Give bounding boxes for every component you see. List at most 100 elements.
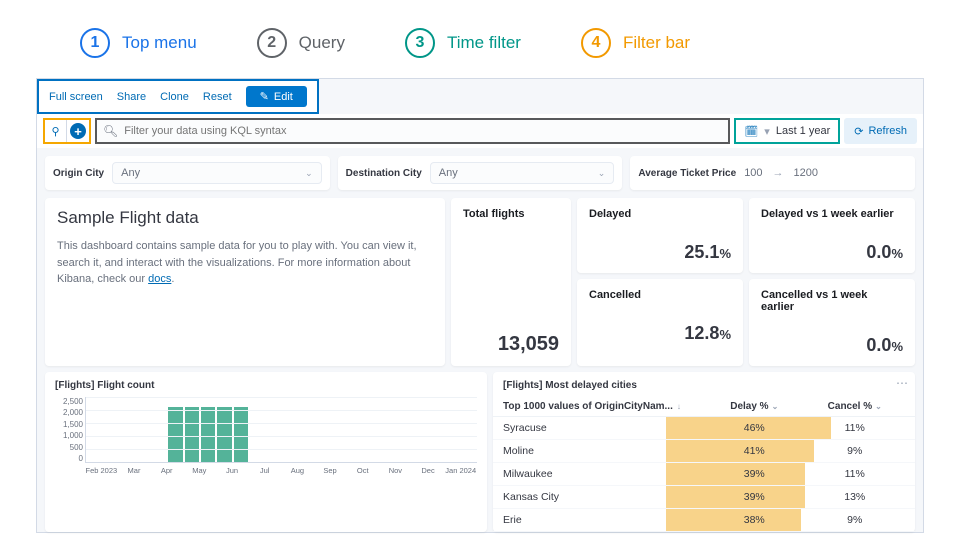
y-axis-labels: 2,5002,0001,5001,0005000 bbox=[55, 397, 83, 463]
table-row[interactable]: Syracuse46%11% bbox=[493, 417, 915, 440]
x-axis-labels: Feb 2023MarAprMayJunJulAugSepOctNovDecJa… bbox=[85, 466, 477, 475]
metric-label: Delayed vs 1 week earlier bbox=[761, 208, 903, 220]
bar-chart: 2,5002,0001,5001,0005000 Feb 2023MarAprM… bbox=[55, 397, 477, 475]
delayed-panel: Delayed 25.1 bbox=[577, 198, 743, 273]
metric-value: 0.0 bbox=[761, 242, 903, 263]
cell-delay: 38% bbox=[704, 514, 805, 526]
col-delay[interactable]: Delay %⌄ bbox=[704, 401, 805, 412]
panel-title: [Flights] Flight count bbox=[55, 380, 477, 391]
metrics-grid: Sample Flight data This dashboard contai… bbox=[37, 198, 923, 372]
add-filter-button[interactable]: + bbox=[70, 123, 86, 139]
legend-row: 1 Top menu 2 Query 3 Time filter 4 Filter bar bbox=[0, 0, 960, 78]
legend-number: 1 bbox=[80, 28, 110, 58]
col-cancel[interactable]: Cancel %⌄ bbox=[805, 401, 906, 412]
legend-label: Query bbox=[299, 33, 345, 53]
arrow-right-icon: → bbox=[773, 167, 784, 179]
chart-bar bbox=[168, 407, 182, 462]
cancelled-vs-panel: Cancelled vs 1 week earlier 0.0 bbox=[749, 279, 915, 366]
legend-label: Time filter bbox=[447, 33, 521, 53]
legend-item: 2 Query bbox=[257, 28, 345, 58]
table-body: Syracuse46%11%Moline41%9%Milwaukee39%11%… bbox=[493, 417, 915, 532]
cell-cancel: 13% bbox=[805, 491, 906, 503]
calendar-icon: 🗓 bbox=[744, 125, 758, 138]
legend-label: Filter bar bbox=[623, 33, 690, 53]
chart-bar bbox=[234, 407, 248, 462]
metric-label: Cancelled vs 1 week earlier bbox=[761, 289, 903, 313]
price-range[interactable]: 100 → 1200 bbox=[744, 167, 907, 179]
query-input-highlight: 🔍︎ bbox=[95, 118, 730, 144]
delayed-cities-panel: ⋯ [Flights] Most delayed cities Top 1000… bbox=[493, 372, 915, 532]
filter-bar-highlight: ⚲ + bbox=[43, 118, 91, 144]
origin-select[interactable]: Any⌄ bbox=[112, 162, 322, 184]
delayed-vs-panel: Delayed vs 1 week earlier 0.0 bbox=[749, 198, 915, 273]
refresh-button[interactable]: Refresh bbox=[844, 118, 917, 144]
legend-item: 1 Top menu bbox=[80, 28, 197, 58]
cell-delay: 41% bbox=[704, 445, 805, 457]
docs-link[interactable]: docs bbox=[148, 273, 171, 285]
chevron-down-icon: ⌄ bbox=[875, 402, 882, 411]
reset-link[interactable]: Reset bbox=[203, 91, 232, 103]
cell-delay: 39% bbox=[704, 491, 805, 503]
price-control: Average Ticket Price 100 → 1200 bbox=[630, 156, 915, 190]
metric-value: 12.8 bbox=[589, 323, 731, 344]
legend-number: 3 bbox=[405, 28, 435, 58]
top-menu: Full screen Share Clone Reset Edit bbox=[39, 81, 317, 112]
cell-cancel: 9% bbox=[805, 445, 906, 457]
origin-label: Origin City bbox=[53, 168, 104, 179]
panel-title: [Flights] Most delayed cities bbox=[493, 380, 915, 391]
total-flights-panel: Total flights 13,059 bbox=[451, 198, 571, 366]
legend-item: 4 Filter bar bbox=[581, 28, 690, 58]
chart-bars bbox=[86, 397, 477, 462]
metric-value: 25.1 bbox=[589, 242, 731, 263]
legend-item: 3 Time filter bbox=[405, 28, 521, 58]
edit-button[interactable]: Edit bbox=[246, 86, 307, 107]
fullscreen-link[interactable]: Full screen bbox=[49, 91, 103, 103]
time-filter-highlight[interactable]: 🗓 ▾ Last 1 year bbox=[734, 118, 840, 144]
metric-value: 0.0 bbox=[761, 335, 903, 356]
bottom-row: [Flights] Flight count 2,5002,0001,5001,… bbox=[37, 372, 923, 532]
origin-control: Origin City Any⌄ bbox=[45, 156, 330, 190]
chart-plot bbox=[85, 397, 477, 463]
legend-number: 4 bbox=[581, 28, 611, 58]
table-row[interactable]: Milwaukee39%11% bbox=[493, 463, 915, 486]
cell-cancel: 11% bbox=[805, 468, 906, 480]
filter-menu-button[interactable]: ⚲ bbox=[45, 120, 67, 142]
intro-panel: Sample Flight data This dashboard contai… bbox=[45, 198, 445, 366]
intro-title: Sample Flight data bbox=[57, 208, 433, 228]
table-row[interactable]: Moline41%9% bbox=[493, 440, 915, 463]
intro-body: This dashboard contains sample data for … bbox=[57, 238, 433, 288]
query-row: ⚲ + 🔍︎ 🗓 ▾ Last 1 year Refresh bbox=[37, 114, 923, 148]
cell-delay: 46% bbox=[704, 422, 805, 434]
cell-delay: 39% bbox=[704, 468, 805, 480]
share-link[interactable]: Share bbox=[117, 91, 146, 103]
chart-bar bbox=[185, 407, 199, 462]
chevron-down-icon: ⌄ bbox=[772, 402, 779, 411]
cell-cancel: 11% bbox=[805, 422, 906, 434]
chart-bar bbox=[217, 407, 231, 462]
dashboard: Full screen Share Clone Reset Edit ⚲ + 🔍… bbox=[36, 78, 924, 533]
top-menu-highlight: Full screen Share Clone Reset Edit bbox=[37, 79, 319, 114]
col-origin[interactable]: Top 1000 values of OriginCityNam... ↓ bbox=[503, 401, 704, 412]
panel-menu-icon[interactable]: ⋯ bbox=[896, 376, 909, 390]
legend-number: 2 bbox=[257, 28, 287, 58]
metric-label: Delayed bbox=[589, 208, 731, 220]
chevron-down-icon: ⌄ bbox=[598, 168, 606, 179]
clone-link[interactable]: Clone bbox=[160, 91, 189, 103]
cancelled-panel: Cancelled 12.8 bbox=[577, 279, 743, 366]
table-row[interactable]: Erie38%9% bbox=[493, 509, 915, 532]
time-range-label: Last 1 year bbox=[776, 125, 830, 137]
query-input[interactable] bbox=[124, 125, 722, 137]
flight-count-panel: [Flights] Flight count 2,5002,0001,5001,… bbox=[45, 372, 487, 532]
chevron-down-icon: ⌄ bbox=[305, 168, 313, 179]
dest-label: Destination City bbox=[346, 168, 422, 179]
dest-select[interactable]: Any⌄ bbox=[430, 162, 615, 184]
metric-label: Total flights bbox=[463, 208, 559, 220]
metric-value: 13,059 bbox=[498, 333, 559, 356]
metric-label: Cancelled bbox=[589, 289, 731, 301]
sort-icon: ↓ bbox=[677, 402, 681, 411]
table-header: Top 1000 values of OriginCityNam... ↓ De… bbox=[493, 397, 915, 417]
legend-label: Top menu bbox=[122, 33, 197, 53]
table-row[interactable]: Kansas City39%13% bbox=[493, 486, 915, 509]
search-icon: 🔍︎ bbox=[103, 124, 118, 138]
price-label: Average Ticket Price bbox=[638, 168, 736, 179]
